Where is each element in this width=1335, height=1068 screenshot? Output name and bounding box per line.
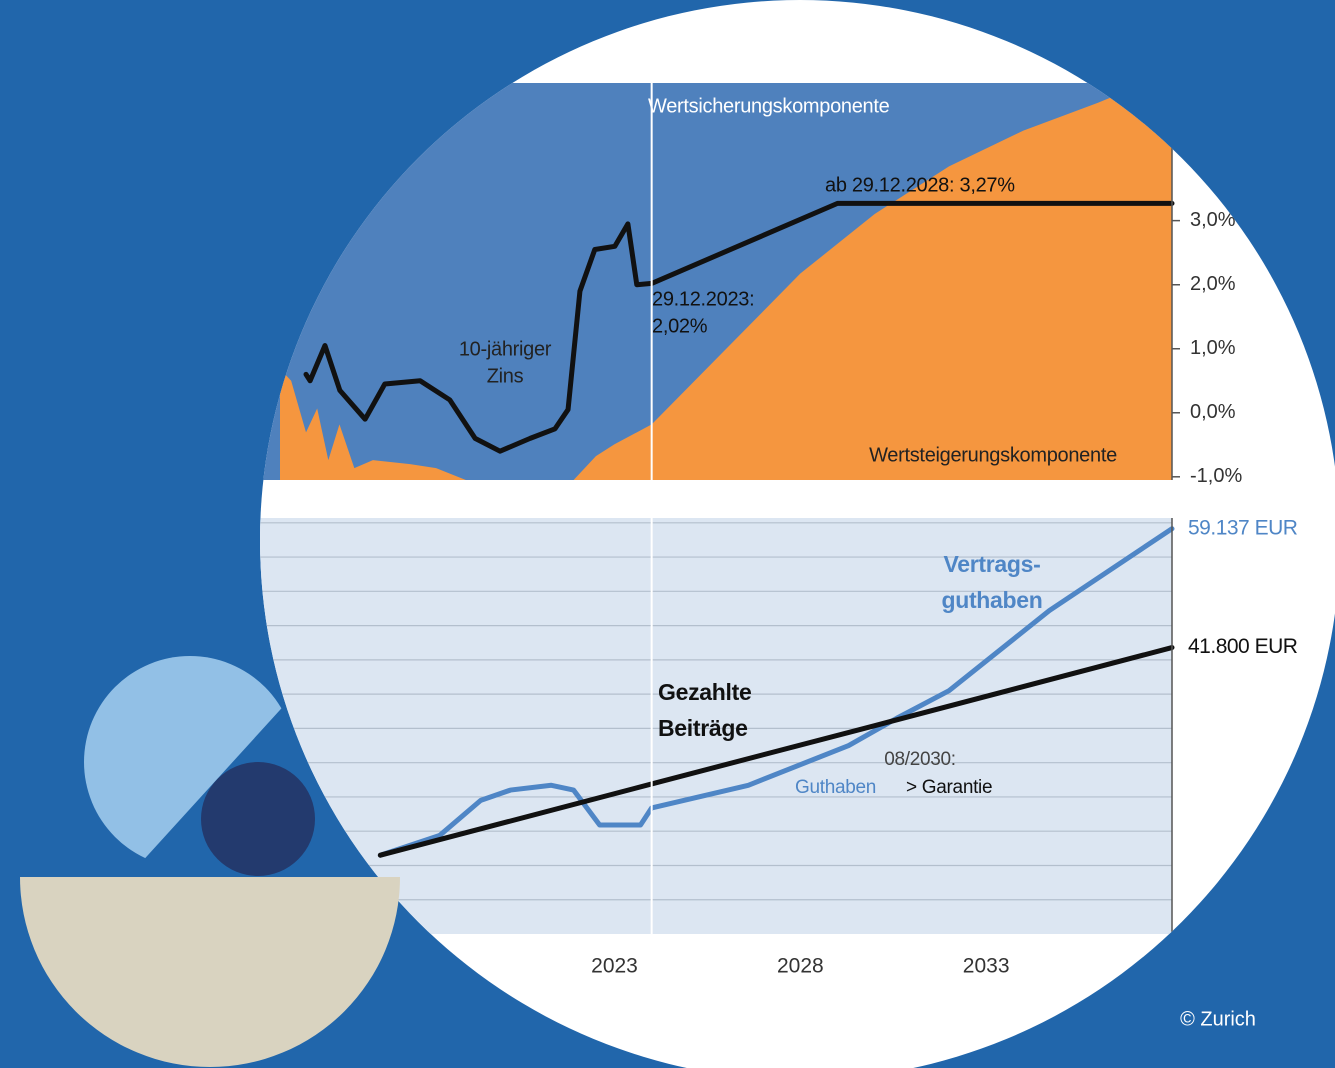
x-tick-label: 2028	[777, 955, 824, 978]
y-tick-label: 1,0%	[1190, 337, 1236, 359]
annotation: Zins	[487, 365, 524, 387]
annotation: 2,02%	[652, 315, 708, 337]
annotation: Wertsteigerungskomponente	[869, 444, 1117, 466]
line	[377, 645, 1175, 858]
charts: -1,0% 0,0% 1,0% 2,0% 3,0% Wertsicherungskompo…	[260, 83, 1298, 978]
annotation: > Garantie	[906, 777, 992, 798]
line	[303, 200, 1175, 454]
y-tick-label: 0,0%	[1190, 401, 1236, 423]
x-tick-label: 2033	[963, 955, 1010, 978]
x-tick-label: 2023	[591, 955, 638, 978]
annotation: Gezahlte	[658, 679, 751, 705]
value-label: 59.137 EUR	[1188, 516, 1298, 539]
annotation: Vertrags-	[943, 551, 1040, 577]
decoration	[20, 656, 400, 1067]
y-tick-label: 2,0%	[1190, 273, 1236, 295]
annotation: 08/2030:	[884, 749, 956, 770]
credit: © Zurich	[1180, 1008, 1256, 1030]
annotation: ab 29.12.2028: 3,27%	[825, 174, 1015, 196]
annotation: Beiträge	[658, 715, 748, 741]
annotation: 29.12.2023:	[652, 288, 754, 310]
navy-circle	[201, 762, 315, 876]
line	[377, 526, 1175, 858]
plot-background	[260, 518, 1172, 934]
y-tick-label: 3,0%	[1190, 209, 1236, 231]
annotation: Wertsicherungskomponente	[648, 95, 890, 117]
y-tick-label: -1,0%	[1190, 465, 1242, 487]
beige-half-disc	[20, 877, 400, 1067]
area	[280, 83, 1172, 480]
annotation: 10-jähriger	[459, 338, 552, 360]
annotation: guthaben	[941, 587, 1042, 613]
value-label: 41.800 EUR	[1188, 635, 1298, 658]
chart: 59.137 EUR 41.800 EUR 2023 2028 2033 Vertrags…	[260, 516, 1298, 978]
annotation: Guthaben	[795, 777, 876, 798]
